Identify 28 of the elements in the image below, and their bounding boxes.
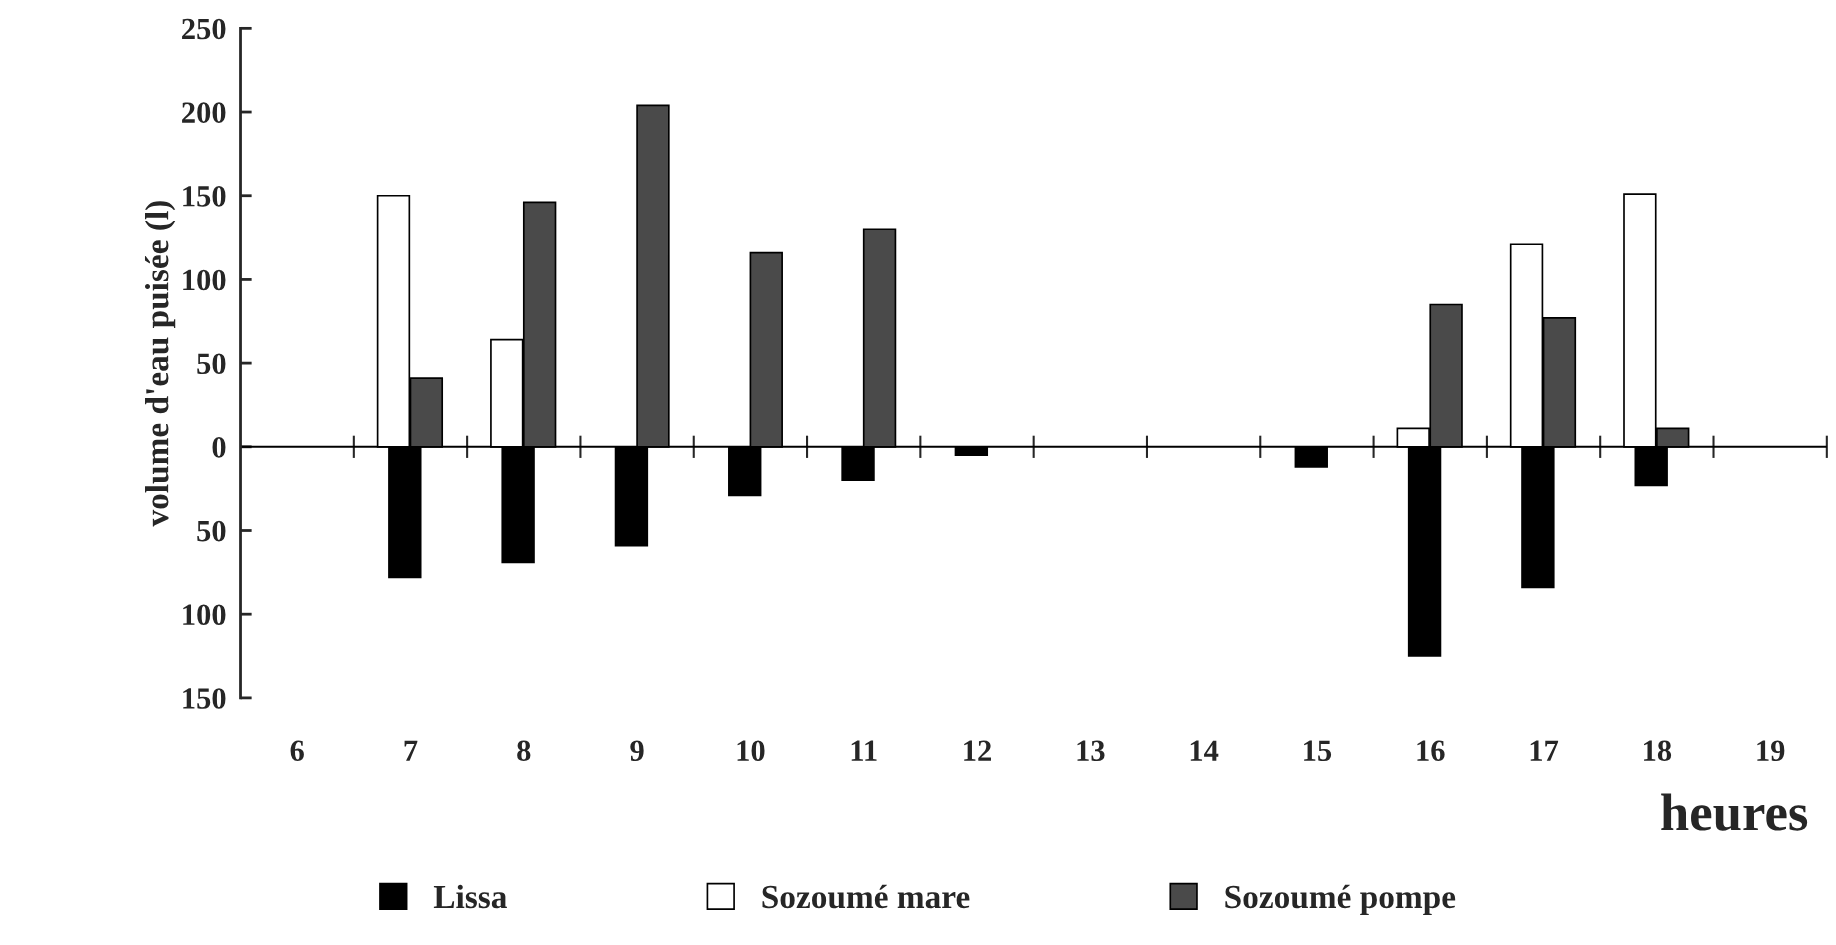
- x-tick-label: 15: [1304, 740, 1332, 762]
- y-tick-label: 150: [183, 688, 226, 709]
- legend-label: Sozoumé mare: [762, 884, 970, 909]
- x-tick-label: 16: [1417, 740, 1445, 762]
- x-tick-label: 12: [964, 740, 991, 761]
- y-tick-label: 0: [212, 437, 226, 458]
- x-tick-label: 13: [1077, 740, 1105, 762]
- y-tick-label: 50: [197, 353, 226, 375]
- y-axis-title: volume d'eau puisée (l): [144, 201, 176, 527]
- x-tick-label: 17: [1530, 740, 1559, 761]
- legend-label: Lissa: [433, 884, 507, 909]
- y-tick-label: 100: [183, 604, 226, 626]
- x-tick-label: 19: [1757, 740, 1785, 762]
- y-tick-label: 200: [182, 102, 226, 123]
- x-tick-label: 6: [290, 740, 304, 762]
- legend-label: Sozoumé pompe: [1225, 884, 1456, 915]
- x-axis-title: heures: [1661, 793, 1808, 831]
- x-tick-label: 18: [1644, 740, 1672, 762]
- y-tick-label: 50: [197, 520, 226, 542]
- x-tick-label: 7: [404, 740, 418, 761]
- x-tick-label: 10: [737, 740, 765, 762]
- y-tick-label: 250: [182, 18, 226, 40]
- x-tick-label: 9: [630, 740, 644, 762]
- x-tick-label: 11: [851, 740, 877, 761]
- x-tick-label: 8: [517, 740, 531, 762]
- x-tick-label: 14: [1190, 740, 1219, 761]
- y-tick-label: 100: [183, 269, 226, 291]
- y-tick-label: 150: [183, 186, 226, 207]
